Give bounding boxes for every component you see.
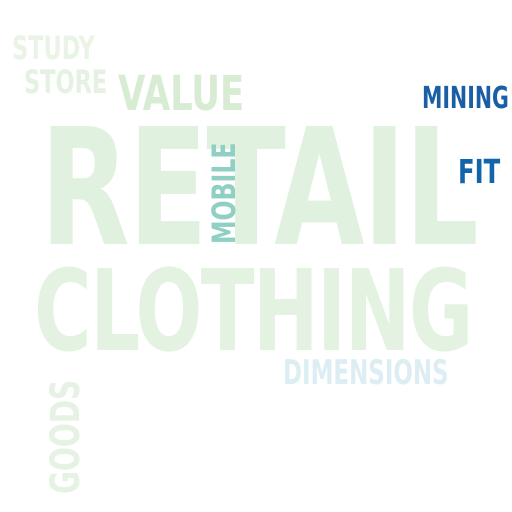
word-mobile: MOBILE [205, 142, 243, 244]
word-dimensions: DIMENSIONS [283, 353, 449, 393]
word-clothing: CLOTHING [34, 247, 473, 377]
word-mining: MINING [422, 81, 509, 116]
word-store: STORE [24, 63, 108, 101]
word-study: STUDY [12, 29, 95, 67]
word-retail: RETAIL [40, 95, 479, 283]
word-value: VALUE [118, 66, 245, 122]
word-goods: GOODS [43, 379, 89, 494]
word-fit: FIT [458, 152, 501, 191]
